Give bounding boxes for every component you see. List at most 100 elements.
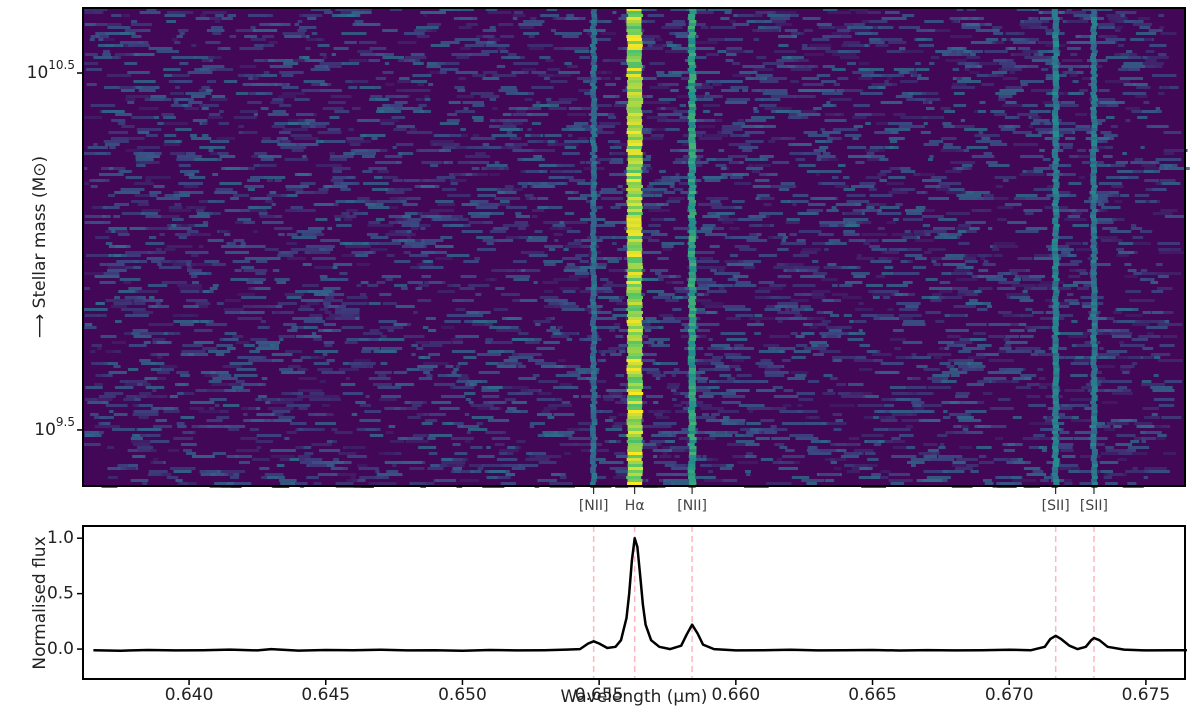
noise-streak: [1028, 446, 1044, 449]
streak-segment: [591, 392, 598, 395]
noise-streak: [865, 149, 885, 152]
noise-streak: [998, 281, 1020, 284]
streak-segment: [627, 44, 643, 47]
noise-streak: [482, 395, 500, 398]
noise-streak: [1158, 248, 1171, 251]
noise-streak: [1141, 62, 1164, 65]
noise-streak: [474, 257, 480, 260]
noise-streak: [782, 455, 805, 458]
noise-streak: [881, 251, 899, 254]
noise-streak: [869, 38, 881, 41]
streak-segment: [628, 14, 644, 17]
noise-streak: [956, 227, 980, 230]
noise-streak: [695, 98, 714, 101]
noise-streak: [178, 164, 191, 167]
noise-streak: [866, 152, 875, 155]
noise-streak: [776, 59, 799, 62]
noise-streak: [423, 362, 449, 365]
streak-segment: [627, 203, 643, 206]
streak-segment: [590, 479, 597, 482]
noise-streak: [1161, 416, 1182, 419]
noise-streak: [351, 152, 377, 155]
noise-streak: [1079, 17, 1084, 20]
noise-streak: [955, 149, 964, 152]
noise-streak: [433, 383, 456, 386]
noise-streak: [505, 125, 517, 128]
noise-streak: [974, 425, 992, 428]
noise-streak: [490, 407, 500, 410]
noise-streak: [534, 230, 543, 233]
streak-segment: [589, 269, 596, 272]
noise-streak: [1069, 155, 1091, 158]
noise-streak: [184, 107, 199, 110]
noise-streak: [485, 338, 494, 341]
streak-segment: [590, 230, 597, 233]
noise-streak: [106, 74, 132, 77]
noise-streak: [821, 131, 841, 134]
noise-streak: [380, 350, 395, 353]
noise-streak: [112, 428, 136, 431]
noise-streak: [247, 179, 260, 182]
noise-streak: [341, 212, 350, 215]
noise-streak: [865, 26, 882, 29]
noise-streak: [764, 371, 789, 374]
noise-streak: [133, 80, 156, 83]
streak-segment: [590, 440, 597, 443]
noise-streak: [963, 50, 972, 53]
noise-streak: [675, 464, 695, 467]
noise-streak: [230, 278, 249, 281]
streak-segment: [626, 179, 642, 182]
noise-streak: [724, 353, 742, 356]
noise-streak: [986, 278, 1007, 281]
noise-streak: [760, 359, 772, 362]
noise-streak: [84, 221, 111, 224]
noise-streak: [602, 395, 621, 398]
noise-streak: [1104, 473, 1127, 476]
streak-segment: [687, 215, 696, 218]
streak-segment: [591, 86, 598, 89]
noise-streak: [499, 50, 509, 53]
streak-segment: [687, 359, 695, 362]
noise-streak: [958, 419, 982, 422]
noise-streak: [332, 14, 354, 17]
noise-streak: [319, 449, 341, 452]
noise-streak: [414, 29, 432, 32]
noise-streak: [453, 368, 459, 371]
noise-streak: [436, 176, 456, 179]
noise-streak: [423, 260, 434, 263]
noise-streak: [1133, 452, 1148, 455]
noise-streak: [654, 413, 663, 416]
noise-streak: [205, 89, 213, 92]
streak-segment: [590, 428, 596, 431]
noise-streak: [499, 350, 515, 353]
noise-streak: [212, 173, 219, 176]
noise-streak: [371, 137, 378, 140]
noise-streak: [1024, 287, 1048, 290]
noise-streak: [107, 266, 134, 269]
noise-streak: [727, 377, 736, 380]
noise-streak: [808, 203, 826, 206]
noise-streak: [880, 362, 904, 365]
noise-streak: [881, 239, 907, 242]
noise-streak: [635, 443, 657, 446]
noise-streak: [236, 449, 259, 452]
noise-streak: [450, 218, 469, 221]
noise-streak: [284, 158, 309, 161]
noise-streak: [528, 455, 541, 458]
noise-streak: [729, 20, 736, 23]
noise-streak: [418, 377, 433, 380]
noise-streak: [195, 17, 220, 20]
noise-streak: [274, 278, 290, 281]
noise-streak: [956, 458, 978, 461]
streak-segment: [628, 317, 644, 320]
noise-streak: [1145, 59, 1157, 62]
noise-streak: [691, 362, 709, 365]
noise-streak: [247, 101, 262, 104]
noise-streak: [553, 233, 563, 236]
noise-streak: [743, 266, 755, 269]
noise-streak: [358, 41, 377, 44]
noise-streak: [1050, 92, 1075, 95]
noise-streak: [486, 242, 494, 245]
noise-streak: [930, 56, 940, 59]
noise-streak: [770, 17, 790, 20]
